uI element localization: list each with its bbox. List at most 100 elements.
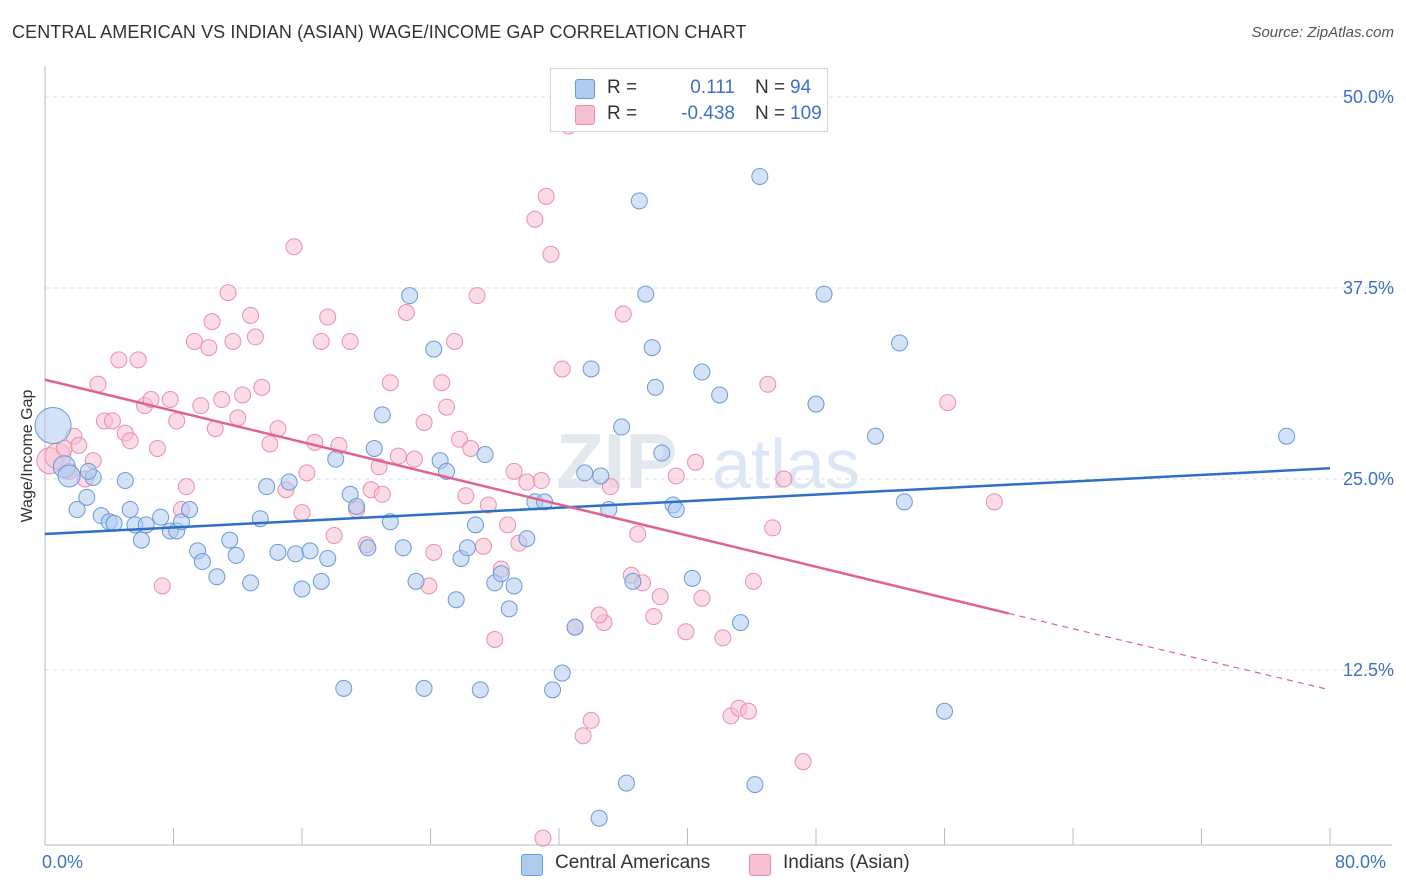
data-point-central-americans <box>365 439 383 457</box>
data-point-indians-asian <box>479 496 497 514</box>
data-point-indians-asian <box>667 467 685 485</box>
legend-r-label: R = <box>607 77 638 98</box>
data-point-central-americans <box>544 681 562 699</box>
data-point-central-americans <box>227 546 245 564</box>
data-point-indians-asian <box>499 516 517 534</box>
data-point-indians-asian <box>526 210 544 228</box>
data-point-central-americans <box>500 600 518 618</box>
legend-n-value: 94 <box>790 77 812 98</box>
data-point-indians-asian <box>203 313 221 331</box>
data-point-indians-asian <box>601 478 619 496</box>
data-point-central-americans <box>592 467 610 485</box>
data-point-indians-asian <box>505 462 523 480</box>
trendline-central-americans <box>44 467 1331 536</box>
legend-swatch-pink <box>575 105 595 125</box>
data-point-central-americans <box>312 572 330 590</box>
data-point-central-americans <box>1278 427 1296 445</box>
data-point-indians-asian <box>325 527 343 545</box>
y-tick-label-37-5: 37.5% <box>1342 278 1394 298</box>
data-point-indians-asian <box>457 487 475 505</box>
data-point-central-americans <box>394 539 412 557</box>
legend-r-value: 0.111 <box>690 77 735 98</box>
data-point-indians-asian <box>293 504 311 522</box>
data-point-central-americans <box>807 395 825 413</box>
data-point-central-americans <box>624 572 642 590</box>
data-point-indians-asian <box>312 332 330 350</box>
data-point-indians-asian <box>110 351 128 369</box>
data-point-central-americans <box>401 287 419 305</box>
data-point-central-americans <box>566 618 584 636</box>
data-point-central-americans <box>34 407 72 445</box>
data-point-indians-asian <box>582 711 600 729</box>
data-point-central-americans <box>613 418 631 436</box>
data-point-central-americans <box>79 462 97 480</box>
data-point-central-americans <box>466 516 484 534</box>
correlation-legend: R = 0.111 N = 94 R = -0.438 N = 109 <box>550 68 828 132</box>
data-point-indians-asian <box>253 378 271 396</box>
data-point-central-americans <box>476 446 494 464</box>
y-tick-label-12-5: 12.5% <box>1342 660 1394 680</box>
data-point-central-americans <box>576 464 594 482</box>
data-point-indians-asian <box>532 472 550 490</box>
data-point-central-americans <box>643 339 661 357</box>
y-axis-label: Wage/Income Gap <box>19 389 36 523</box>
data-point-indians-asian <box>475 537 493 555</box>
data-point-indians-asian <box>486 630 504 648</box>
data-point-indians-asian <box>574 727 592 745</box>
data-point-indians-asian <box>468 287 486 305</box>
data-point-indians-asian <box>794 753 812 771</box>
data-point-indians-asian <box>590 606 608 624</box>
data-point-indians-asian <box>177 478 195 496</box>
data-point-indians-asian <box>518 473 536 491</box>
data-point-indians-asian <box>775 470 793 488</box>
data-point-central-americans <box>425 340 443 358</box>
data-point-indians-asian <box>534 829 552 847</box>
legend-n-label: N = <box>755 103 786 124</box>
data-point-central-americans <box>711 386 729 404</box>
data-point-central-americans <box>407 572 425 590</box>
data-point-central-americans <box>895 493 913 511</box>
legend-swatch-blue <box>521 854 543 876</box>
x-tick-label-min: 0.0% <box>42 852 84 872</box>
trend-lines <box>44 378 1331 691</box>
data-point-indians-asian <box>462 439 480 457</box>
data-point-indians-asian <box>651 588 669 606</box>
data-point-indians-asian <box>234 386 252 404</box>
data-point-indians-asian <box>744 572 762 590</box>
data-point-indians-asian <box>425 543 443 561</box>
data-point-central-americans <box>936 702 953 720</box>
data-point-indians-asian <box>764 519 782 537</box>
data-point-indians-asian <box>261 435 279 453</box>
data-point-central-americans <box>193 553 211 571</box>
legend-label: Central Americans <box>555 852 711 873</box>
data-point-indians-asian <box>89 375 107 393</box>
data-point-indians-asian <box>537 187 555 205</box>
data-point-central-americans <box>492 565 510 583</box>
x-tick-label-max: 80.0% <box>1335 852 1387 872</box>
data-point-central-americans <box>293 580 311 598</box>
data-point-central-americans <box>891 334 909 352</box>
data-point-central-americans <box>637 285 655 303</box>
data-point-central-americans <box>866 427 884 445</box>
data-point-central-americans <box>348 498 366 516</box>
data-point-indians-asian <box>687 453 705 471</box>
data-point-indians-asian <box>224 332 242 350</box>
data-point-central-americans <box>137 516 155 534</box>
y-tick-label-25: 25.0% <box>1342 469 1394 489</box>
data-point-central-americans <box>121 501 139 519</box>
data-point-indians-asian <box>438 398 456 416</box>
data-point-indians-asian <box>446 332 464 350</box>
data-point-indians-asian <box>405 450 423 468</box>
data-point-central-americans <box>617 774 635 792</box>
data-point-central-americans <box>653 444 671 462</box>
data-point-central-americans <box>415 679 433 697</box>
data-point-indians-asian <box>433 374 451 392</box>
data-point-indians-asian <box>373 485 391 503</box>
data-point-central-americans <box>646 378 664 396</box>
data-point-indians-asian <box>200 339 218 357</box>
data-point-indians-asian <box>298 464 316 482</box>
legend-r-value: -0.438 <box>681 103 735 124</box>
data-point-indians-asian <box>246 328 264 346</box>
data-point-indians-asian <box>121 432 139 450</box>
